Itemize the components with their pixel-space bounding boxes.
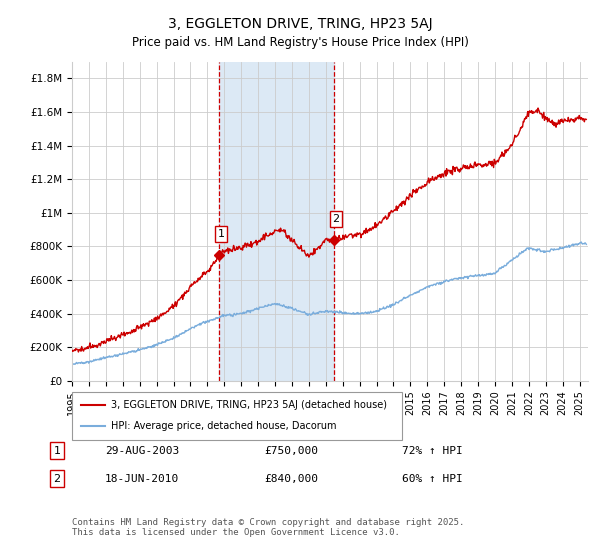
Text: Price paid vs. HM Land Registry's House Price Index (HPI): Price paid vs. HM Land Registry's House … — [131, 36, 469, 49]
Text: 18-JUN-2010: 18-JUN-2010 — [105, 474, 179, 484]
Text: 1: 1 — [218, 229, 224, 239]
Text: 72% ↑ HPI: 72% ↑ HPI — [402, 446, 463, 456]
Text: Contains HM Land Registry data © Crown copyright and database right 2025.
This d: Contains HM Land Registry data © Crown c… — [72, 518, 464, 538]
Text: 2: 2 — [332, 214, 340, 224]
Text: HPI: Average price, detached house, Dacorum: HPI: Average price, detached house, Daco… — [111, 421, 337, 431]
Text: 29-AUG-2003: 29-AUG-2003 — [105, 446, 179, 456]
Text: £750,000: £750,000 — [264, 446, 318, 456]
Text: 3, EGGLETON DRIVE, TRING, HP23 5AJ (detached house): 3, EGGLETON DRIVE, TRING, HP23 5AJ (deta… — [111, 400, 387, 410]
Text: 3, EGGLETON DRIVE, TRING, HP23 5AJ: 3, EGGLETON DRIVE, TRING, HP23 5AJ — [167, 17, 433, 31]
Text: 2: 2 — [53, 474, 61, 484]
Text: 60% ↑ HPI: 60% ↑ HPI — [402, 474, 463, 484]
Bar — [218, 62, 334, 381]
Text: 1: 1 — [53, 446, 61, 456]
Text: £840,000: £840,000 — [264, 474, 318, 484]
